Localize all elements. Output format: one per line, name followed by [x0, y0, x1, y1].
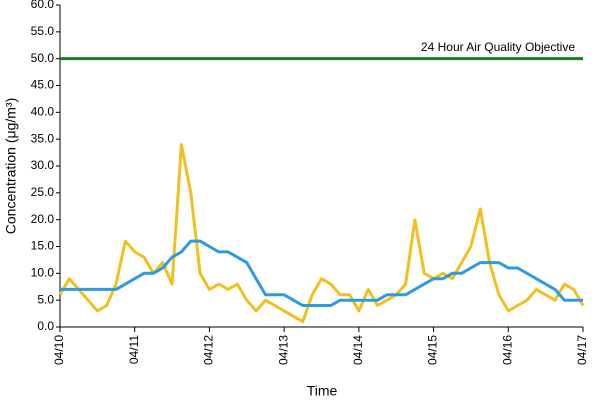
y-tick-label: 45.0 [31, 78, 55, 92]
data-line [58, 143, 585, 324]
y-tick-label: 55.0 [31, 24, 55, 38]
x-tick-label: 04/11 [127, 335, 141, 364]
y-tick-label: 50.0 [31, 51, 55, 65]
x-axis-title: Time [307, 383, 338, 399]
x-tick-label: 04/17 [575, 335, 589, 365]
x-tick-label: 04/14 [351, 335, 365, 365]
data-line [60, 239, 583, 307]
y-tick-label: 60.0 [31, 0, 55, 11]
y-tick-label: 5.0 [37, 292, 54, 306]
y-tick-label: 35.0 [31, 131, 55, 145]
reference-label: 24 Hour Air Quality Objective [421, 40, 575, 54]
y-tick-label: 40.0 [31, 105, 55, 119]
y-tick-label: 30.0 [31, 158, 55, 172]
x-tick-label: 04/13 [276, 335, 290, 365]
x-tick-label: 04/15 [426, 335, 440, 365]
x-tick-label: 04/16 [500, 335, 514, 365]
x-tick-label: 04/12 [202, 335, 216, 365]
y-tick-label: 25.0 [31, 185, 55, 199]
y-tick-label: 20.0 [31, 212, 55, 226]
y-tick-label: 10.0 [31, 266, 55, 280]
x-tick-label: 04/10 [52, 335, 66, 365]
y-tick-label: 0.0 [37, 319, 54, 333]
y-tick-label: 15.0 [31, 239, 55, 253]
y-axis-title: Concentration (μg/m³) [3, 98, 19, 234]
